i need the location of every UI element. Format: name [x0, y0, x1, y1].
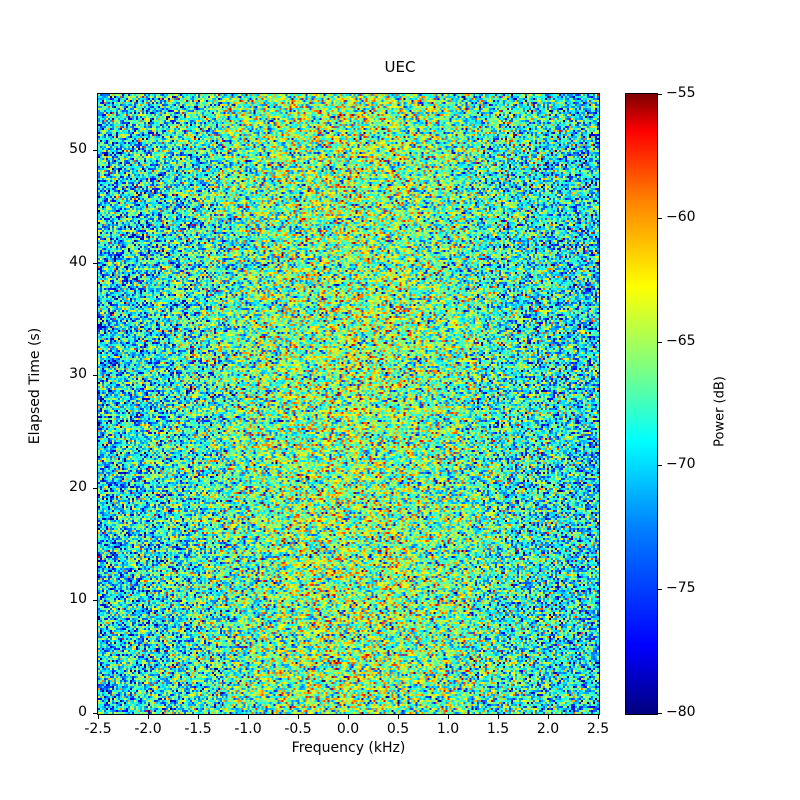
colorbar-tick [658, 713, 662, 714]
colorbar-tick-label: −60 [666, 209, 696, 225]
colorbar-tick-label: −80 [666, 704, 696, 720]
y-axis-tick-label: 20 [69, 479, 87, 495]
colorbar-tick-label: −55 [666, 85, 696, 101]
x-axis-tick [198, 715, 199, 719]
x-axis-tick-label: 0.0 [336, 721, 360, 737]
x-axis-tick-label: 2.0 [536, 721, 560, 737]
colorbar-tick [658, 218, 662, 219]
x-axis-label: Frequency (kHz) [291, 740, 406, 756]
y-axis-tick [93, 263, 97, 264]
y-axis-tick [93, 600, 97, 601]
title-station-name: UEC [384, 58, 416, 76]
colorbar-tick [658, 589, 662, 590]
x-axis-tick-label: -2.5 [84, 721, 112, 737]
colorbar-tick [658, 465, 662, 466]
x-axis-tick-label: 1.0 [436, 721, 460, 737]
x-axis-tick [148, 715, 149, 719]
x-axis-tick [298, 715, 299, 719]
x-axis-tick-label: 2.5 [586, 721, 610, 737]
x-axis-tick [98, 715, 99, 719]
x-axis-tick [548, 715, 549, 719]
spectrogram-image [98, 94, 599, 714]
x-axis-tick-label: -1.5 [184, 721, 212, 737]
y-axis-label: Elapsed Time (s) [27, 327, 43, 445]
colorbar-tick [658, 94, 662, 95]
x-axis-tick [448, 715, 449, 719]
colorbar-label: Power (dB) [712, 376, 728, 447]
x-axis-tick-label: -1.0 [234, 721, 262, 737]
y-axis-tick [93, 713, 97, 714]
x-axis-tick [598, 715, 599, 719]
x-axis-tick [498, 715, 499, 719]
y-axis-tick-label: 40 [69, 254, 87, 270]
y-axis-tick [93, 150, 97, 151]
colorbar-tick-label: −70 [666, 456, 696, 472]
colorbar-gradient [626, 94, 657, 714]
y-axis-tick [93, 375, 97, 376]
y-axis-tick-label: 0 [78, 704, 87, 720]
y-axis-tick [93, 488, 97, 489]
y-axis-tick-label: 50 [69, 141, 87, 157]
x-axis-tick-label: 0.5 [386, 721, 410, 737]
colorbar-tick-label: −65 [666, 333, 696, 349]
spectrogram-plot-area[interactable] [97, 93, 600, 715]
x-axis-tick [348, 715, 349, 719]
colorbar-tick-label: −75 [666, 580, 696, 596]
x-axis-tick-label: -2.0 [134, 721, 162, 737]
x-axis-tick [248, 715, 249, 719]
colorbar-tick [658, 342, 662, 343]
y-axis-tick-label: 30 [69, 366, 87, 382]
x-axis-tick [398, 715, 399, 719]
colorbar [625, 93, 658, 715]
x-axis-tick-label: -0.5 [284, 721, 312, 737]
y-axis-tick-label: 10 [69, 591, 87, 607]
x-axis-tick-label: 1.5 [486, 721, 510, 737]
